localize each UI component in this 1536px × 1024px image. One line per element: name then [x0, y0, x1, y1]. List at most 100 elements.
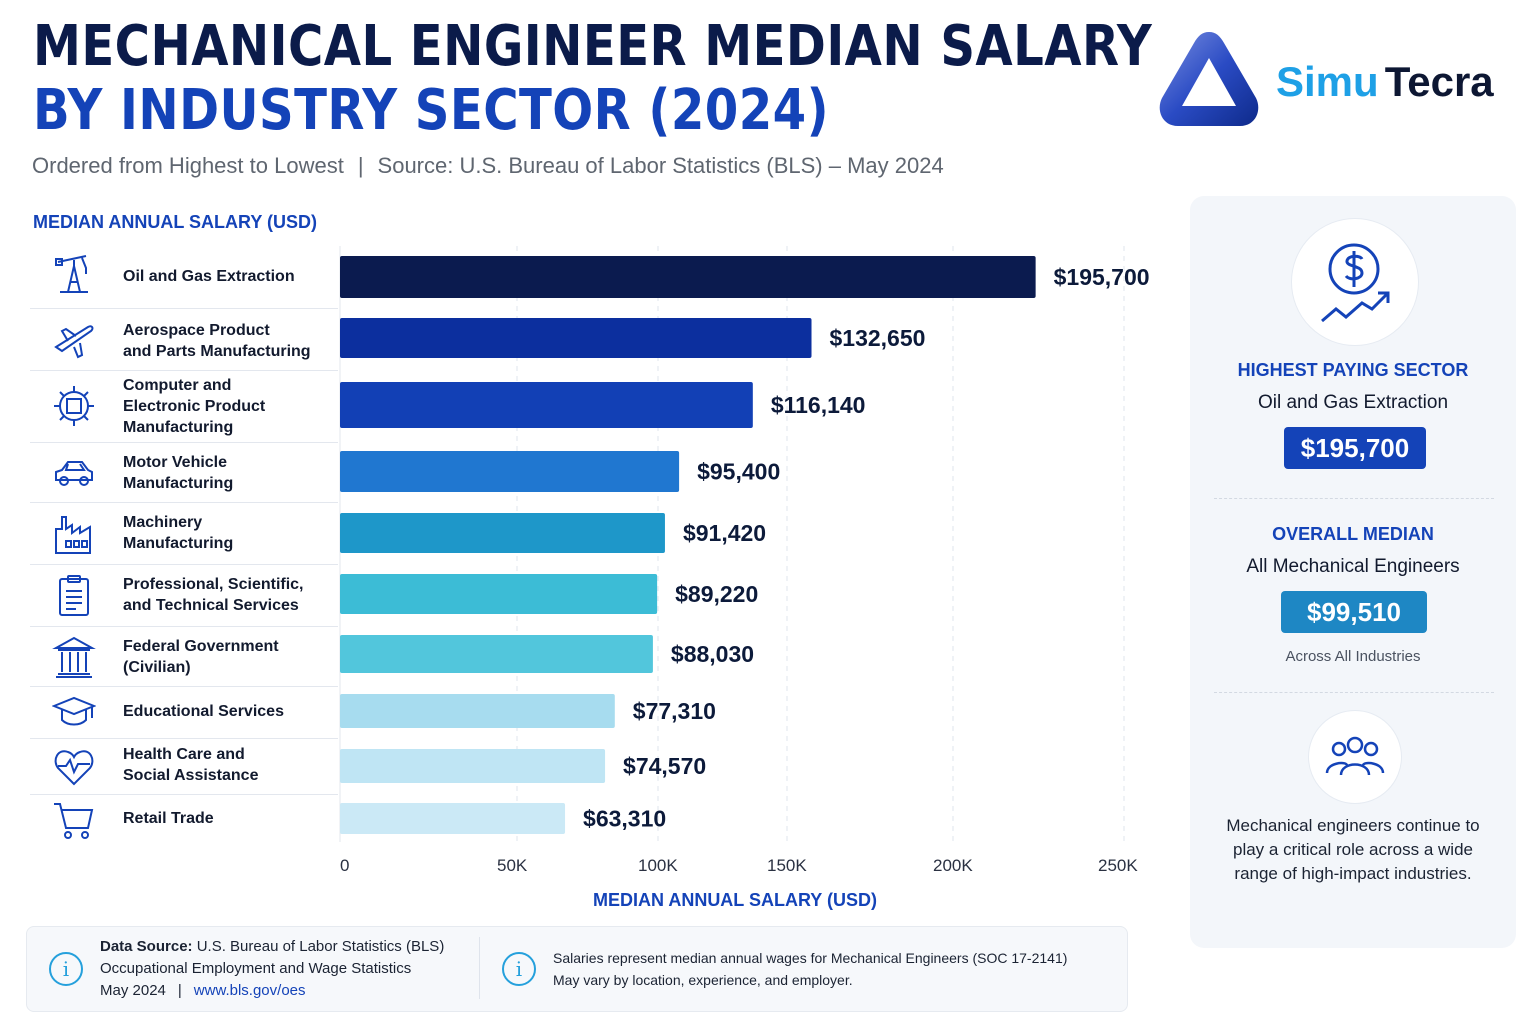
category-row: Machinery Manufacturing	[30, 502, 338, 565]
bar-value-label: $95,400	[697, 459, 780, 485]
info-icon: i	[49, 952, 83, 986]
category-row: Oil and Gas Extraction	[30, 246, 338, 309]
summary-panel: HIGHEST PAYING SECTOR Oil and Gas Extrac…	[1190, 196, 1516, 948]
category-label: Federal Government (Civilian)	[123, 638, 279, 676]
category-label: Retail Trade	[123, 810, 214, 827]
people-group-icon	[1325, 736, 1385, 776]
category-label: Professional, Scientific, and Technical …	[123, 576, 304, 614]
chart-bars	[340, 256, 1036, 834]
data-source-text: U.S. Bureau of Labor Statistics (BLS)	[192, 938, 445, 955]
x-tick-label: 250K	[1098, 856, 1138, 875]
bar	[340, 382, 753, 428]
factory-icon	[55, 516, 91, 554]
bar-value-label: $116,140	[771, 392, 866, 418]
bar	[340, 694, 615, 728]
bar	[340, 803, 566, 834]
x-tick-label: 0	[340, 856, 349, 875]
category-row: Health Care and Social Assistance	[30, 738, 338, 795]
data-source-note: Data Source: U.S. Bureau of Labor Statis…	[100, 936, 444, 1002]
oil-pump-icon	[55, 255, 88, 293]
salary-note: Salaries represent median annual wages f…	[553, 947, 1067, 991]
dollar-growth-icon	[1321, 243, 1390, 323]
bar-value-label: $63,310	[583, 806, 666, 832]
bar-value-label: $74,570	[623, 753, 706, 779]
data-source-link[interactable]: www.bls.gov/oes	[193, 982, 306, 999]
overall-median-heading: OVERALL MEDIAN	[1272, 524, 1434, 544]
subtitle-order: Ordered from Highest to Lowest	[32, 153, 344, 178]
category-row: Aerospace Product and Parts Manufacturin…	[30, 308, 338, 371]
car-icon	[55, 461, 93, 486]
bar-value-label: $88,030	[671, 641, 754, 667]
shopping-cart-icon	[54, 803, 94, 839]
bar	[340, 635, 653, 673]
data-source-date: May 2024	[100, 982, 166, 999]
chart-x-ticks: 0 50K 100K 150K 200K 250K	[340, 856, 1138, 875]
bar	[340, 749, 606, 783]
simutecra-logo-icon	[1159, 32, 1259, 126]
category-label: Machinery Manufacturing	[123, 514, 234, 552]
bar-value-label: $77,310	[633, 698, 716, 724]
salary-note-line2: May vary by location, experience, and em…	[553, 972, 853, 988]
heart-pulse-icon	[54, 750, 94, 786]
category-label: Educational Services	[123, 703, 284, 720]
bar-value-label: $195,700	[1054, 264, 1150, 290]
x-tick-label: 200K	[933, 856, 973, 875]
panel-divider	[1214, 498, 1494, 499]
bar-value-label: $91,420	[683, 520, 766, 546]
x-tick-label: 100K	[638, 856, 678, 875]
category-row: Retail Trade	[30, 794, 338, 842]
overall-median-note: Across All Industries	[1285, 648, 1421, 665]
overall-median-value-badge: $99,510	[1281, 591, 1427, 633]
chip-gear-icon	[54, 386, 94, 426]
government-building-icon	[52, 636, 96, 678]
category-row: Federal Government (Civilian)	[30, 626, 338, 687]
airplane-icon	[54, 325, 94, 359]
panel-divider	[1214, 692, 1494, 693]
category-label: Motor Vehicle Manufacturing	[123, 454, 234, 492]
bar	[340, 318, 812, 358]
category-row: Computer and Electronic Product Manufact…	[30, 370, 338, 443]
graduation-cap-icon	[52, 696, 96, 726]
bar	[340, 451, 680, 492]
data-source-line2: Occupational Employment and Wage Statist…	[100, 960, 412, 977]
highest-sector-name: Oil and Gas Extraction	[1257, 392, 1449, 413]
info-icon: i	[502, 952, 536, 986]
salary-note-line1: Salaries represent median annual wages f…	[553, 950, 1068, 966]
category-label: Aerospace Product and Parts Manufacturin…	[123, 322, 311, 360]
bar	[340, 574, 658, 614]
page-subtitle: Ordered from Highest to Lowest | Source: U…	[32, 153, 944, 179]
category-row: Educational Services	[30, 686, 338, 739]
people-icon-circle	[1308, 710, 1402, 804]
bar-value-label: $132,650	[830, 325, 926, 351]
salary-growth-icon-circle	[1291, 218, 1419, 346]
x-tick-label: 150K	[767, 856, 807, 875]
highest-sector-value-badge: $195,700	[1284, 427, 1426, 469]
bar	[340, 513, 665, 553]
overall-median-subtitle: All Mechanical Engineers	[1246, 556, 1460, 577]
category-row: Motor Vehicle Manufacturing	[30, 442, 338, 503]
bar-value-label: $89,220	[675, 581, 758, 607]
clipboard-icon	[59, 575, 89, 616]
footer-divider	[479, 937, 480, 999]
brand-name-part2: Tecra	[1384, 58, 1494, 105]
subtitle-separator: |	[357, 153, 364, 178]
data-source-label: Data Source:	[100, 938, 193, 955]
page-title-line1: MECHANICAL ENGINEER MEDIAN SALARY	[33, 14, 1153, 79]
category-label: Health Care and Social Assistance	[123, 746, 259, 784]
highest-sector-heading: HIGHEST PAYING SECTOR	[1237, 360, 1469, 380]
brand-name-part1: Simu	[1276, 58, 1379, 105]
chart-value-labels: $195,700 $132,650 $116,140 $95,400 $91,420 $8…	[583, 264, 1150, 832]
category-label: Oil and Gas Extraction	[123, 268, 295, 285]
data-source-separator: |	[177, 982, 182, 999]
subtitle-source: Source: U.S. Bureau of Labor Statistics …	[377, 153, 944, 178]
footer-notes: i Data Source: U.S. Bureau of Labor Stat…	[26, 926, 1128, 1012]
brand-name: Simu Tecra	[1276, 58, 1494, 106]
chart-section-label: MEDIAN ANNUAL SALARY (USD)	[33, 212, 318, 232]
category-label: Computer and Electronic Product Manufact…	[123, 377, 266, 436]
x-tick-label: 50K	[497, 856, 528, 875]
page-title-line2: BY INDUSTRY SECTOR (2024)	[33, 78, 830, 143]
bar	[340, 256, 1036, 298]
category-row: Professional, Scientific, and Technical …	[30, 564, 338, 627]
x-axis-title: MEDIAN ANNUAL SALARY (USD)	[593, 890, 877, 910]
